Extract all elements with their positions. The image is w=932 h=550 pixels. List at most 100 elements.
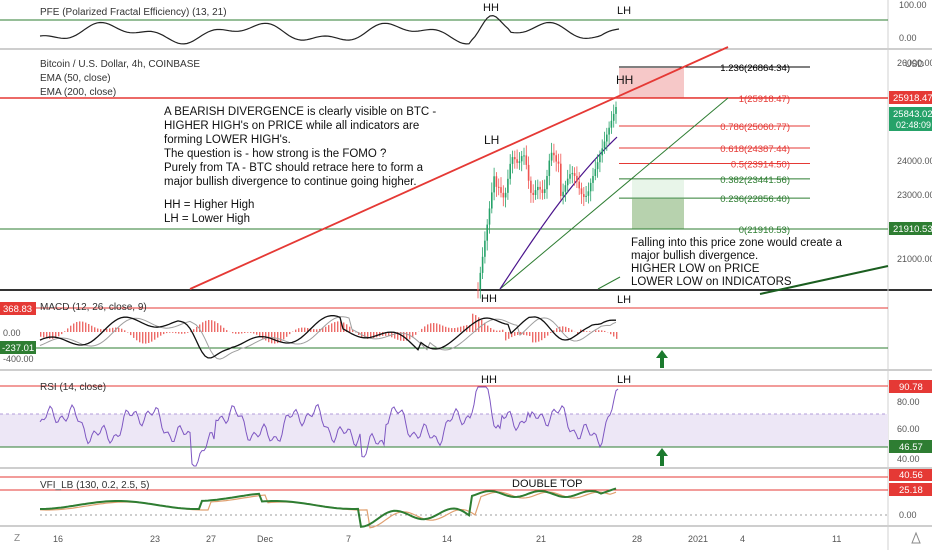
macd-bar (55, 332, 57, 338)
candle-body (484, 240, 486, 257)
candle-body (525, 155, 528, 165)
macd-label: MACD (12, 26, close, 9) (40, 302, 147, 313)
vfi-badge-second (889, 483, 932, 496)
rsi-badge-top (889, 380, 932, 393)
macd-bar (223, 327, 225, 332)
macd-line (39, 315, 617, 359)
candle-body (548, 160, 551, 176)
fib-label: 1(25918.47) (739, 94, 790, 105)
time-tick: 2021 (688, 534, 708, 544)
legend-line: LH = Lower High (164, 213, 250, 225)
macd-bar (205, 320, 207, 332)
macd-bar (220, 325, 222, 332)
macd-bar (310, 328, 312, 332)
vfi-tick: 0.00 (899, 510, 917, 520)
rsi-badge-bottom-text: 46.57 (899, 442, 923, 453)
macd-bar (502, 329, 504, 332)
macd-bar (415, 332, 417, 335)
macd-bar (88, 324, 90, 332)
candle-body (603, 141, 606, 149)
macd-bar (421, 328, 423, 332)
fib-levels: 1.236(26864.34) 1(25918.47) 0.786(25060.77… (619, 63, 810, 236)
macd-bar (79, 321, 81, 332)
macd-bar (94, 327, 96, 332)
macd-bar (286, 332, 288, 337)
candle-body (527, 164, 530, 181)
candle-body (495, 176, 498, 187)
vfi-badge-top-text: 40.56 (899, 470, 923, 481)
candle-body (615, 107, 617, 114)
time-tick: 23 (150, 534, 160, 544)
macd-bar (436, 323, 438, 332)
macd-bar (130, 332, 132, 336)
macd-bar (151, 332, 153, 342)
macd-bar (181, 332, 183, 334)
macd-bar (82, 321, 84, 332)
macd-bar (544, 332, 546, 339)
candle-body (569, 174, 571, 179)
candle-body (610, 120, 613, 128)
macd-bar (190, 331, 192, 332)
macd-bar (280, 332, 282, 342)
svg-text:Z: Z (14, 533, 20, 544)
macd-bar (505, 332, 507, 341)
macd-bar (187, 332, 189, 333)
macd-bar (175, 332, 177, 334)
macd-bar (598, 330, 600, 332)
macd-bar (400, 332, 402, 341)
vfi-line (40, 487, 617, 528)
vfi-pane: VFI_LB (130, 0.2, 2.5, 5) DOUBLE TOP 40.… (0, 469, 932, 529)
time-tick: 27 (206, 534, 216, 544)
legend-line: HH = Higher High (164, 199, 254, 211)
candle-body (580, 188, 583, 195)
macd-bar (334, 322, 336, 332)
macd-bar (454, 328, 456, 332)
macd-bar (199, 324, 201, 332)
macd-bar (76, 322, 78, 332)
candle-body (477, 289, 479, 290)
macd-bar (178, 332, 180, 334)
candle-body (612, 113, 615, 121)
note-line: Purely from TA - BTC should retrace here… (164, 162, 424, 174)
macd-bar (241, 332, 243, 334)
currency-label: USD (905, 59, 925, 69)
macd-badge-bottom-text: -237.01 (2, 343, 34, 354)
candle-body (491, 192, 493, 209)
macd-bar (61, 332, 63, 335)
macd-bar (451, 328, 453, 332)
candle-body (532, 192, 534, 195)
candle-body (500, 187, 502, 193)
axis-settings-icon[interactable] (911, 531, 921, 544)
macd-bar (472, 313, 474, 332)
fib-label: 0.382(23441.56) (720, 175, 790, 186)
macd-bar (577, 332, 579, 334)
time-tick: 4 (740, 534, 745, 544)
rsi-hh-label: HH (481, 374, 497, 386)
candle-body (497, 186, 500, 188)
candle-body (583, 194, 585, 197)
macd-bar (340, 321, 342, 332)
candle-body (573, 173, 576, 176)
time-tick: Dec (257, 534, 274, 544)
macd-bar (616, 332, 618, 339)
macd-bar (388, 332, 390, 337)
macd-bar (397, 332, 399, 340)
rsi-pane: RSI (14, close) HH LH 90.78 80.00 60.00 … (0, 374, 932, 467)
macd-bar (346, 324, 348, 332)
price-badge-fib-low (889, 222, 932, 235)
time-axis: 16 23 27 Dec 7 14 21 28 2021 4 11 Z (14, 531, 921, 544)
candle-body (509, 163, 511, 179)
price-badge-current (889, 107, 932, 131)
macd-bar (487, 325, 489, 332)
time-tick: 7 (346, 534, 351, 544)
symbol-title: Bitcoin / U.S. Dollar, 4h, COINBASE (40, 59, 200, 70)
macd-bar (475, 315, 477, 332)
fib-label: 0.618(24387.44) (720, 144, 790, 155)
price-lh-label: LH (484, 133, 499, 147)
macd-bar (277, 332, 279, 344)
macd-bar (208, 320, 210, 332)
candle-body (488, 208, 491, 225)
macd-bar (235, 332, 237, 334)
macd-bar (370, 332, 372, 339)
